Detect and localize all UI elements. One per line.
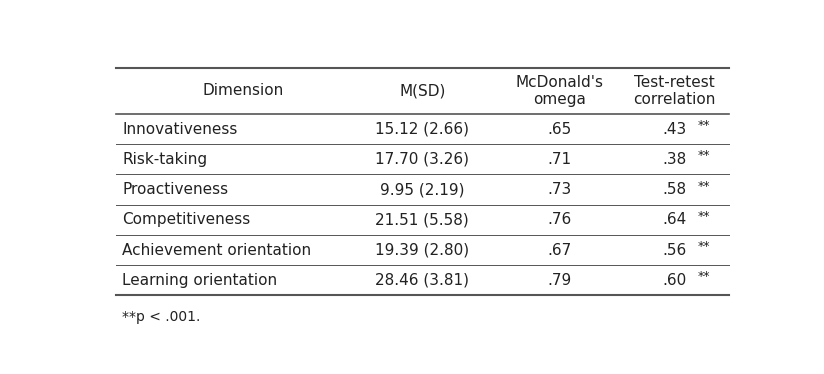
Text: 15.12 (2.66): 15.12 (2.66) xyxy=(375,122,470,137)
Text: 19.39 (2.80): 19.39 (2.80) xyxy=(375,243,470,258)
Text: **: ** xyxy=(698,210,710,223)
Text: 21.51 (5.58): 21.51 (5.58) xyxy=(376,212,469,227)
Text: 17.70 (3.26): 17.70 (3.26) xyxy=(375,152,470,167)
Text: Proactiveness: Proactiveness xyxy=(122,182,228,197)
Text: .58: .58 xyxy=(662,182,686,197)
Text: Learning orientation: Learning orientation xyxy=(122,273,278,288)
Text: .71: .71 xyxy=(547,152,572,167)
Text: .56: .56 xyxy=(662,243,686,258)
Text: Competitiveness: Competitiveness xyxy=(122,212,250,227)
Text: **: ** xyxy=(698,180,710,193)
Text: .64: .64 xyxy=(662,212,686,227)
Text: .76: .76 xyxy=(547,212,572,227)
Text: 28.46 (3.81): 28.46 (3.81) xyxy=(375,273,470,288)
Text: .73: .73 xyxy=(547,182,572,197)
Text: .60: .60 xyxy=(662,273,686,288)
Text: **: ** xyxy=(698,270,710,283)
Text: Test-retest
correlation: Test-retest correlation xyxy=(634,75,716,107)
Text: **p < .001.: **p < .001. xyxy=(122,310,200,324)
Text: McDonald's
omega: McDonald's omega xyxy=(516,75,604,107)
Text: 9.95 (2.19): 9.95 (2.19) xyxy=(380,182,465,197)
Text: **: ** xyxy=(698,119,710,132)
Text: Achievement orientation: Achievement orientation xyxy=(122,243,311,258)
Text: Innovativeness: Innovativeness xyxy=(122,122,237,137)
Text: .65: .65 xyxy=(547,122,572,137)
Text: Dimension: Dimension xyxy=(203,83,284,98)
Text: .43: .43 xyxy=(662,122,686,137)
Text: .79: .79 xyxy=(547,273,572,288)
Text: Risk-taking: Risk-taking xyxy=(122,152,208,167)
Text: **: ** xyxy=(698,240,710,253)
Text: M(SD): M(SD) xyxy=(399,83,446,98)
Text: .67: .67 xyxy=(547,243,572,258)
Text: **: ** xyxy=(698,149,710,162)
Text: .38: .38 xyxy=(662,152,686,167)
